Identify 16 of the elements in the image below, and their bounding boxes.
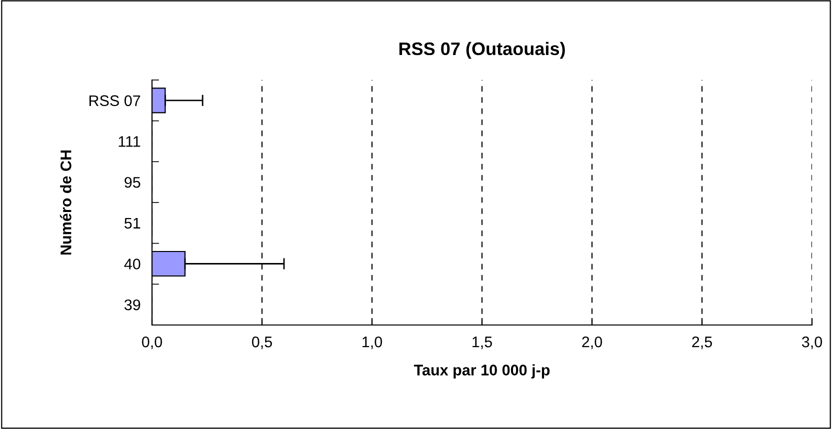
y-tick-label: 40 [124,258,140,270]
x-tick-label: 2,5 [692,336,712,350]
x-tick-label: 0,5 [252,336,272,350]
x-axis-title: Taux par 10 000 j-p [414,364,550,378]
y-tick-label: 51 [124,218,140,229]
x-tick-label: 3,0 [802,336,822,350]
x-tick-label: 1,0 [362,336,382,350]
x-tick-label: 0,0 [142,336,162,350]
chart-title: RSS 07 (Outaouais) [399,42,565,59]
x-tick-label: 2,0 [582,336,602,350]
y-tick-label: RSS 07 [89,95,140,106]
y-tick-label: 39 [124,299,140,310]
y-axis-title: Numéro de CH [60,150,72,255]
y-tick-label: 95 [124,176,140,188]
y-tick-label: 111 [118,136,140,147]
x-tick-label: 1,5 [472,336,492,350]
